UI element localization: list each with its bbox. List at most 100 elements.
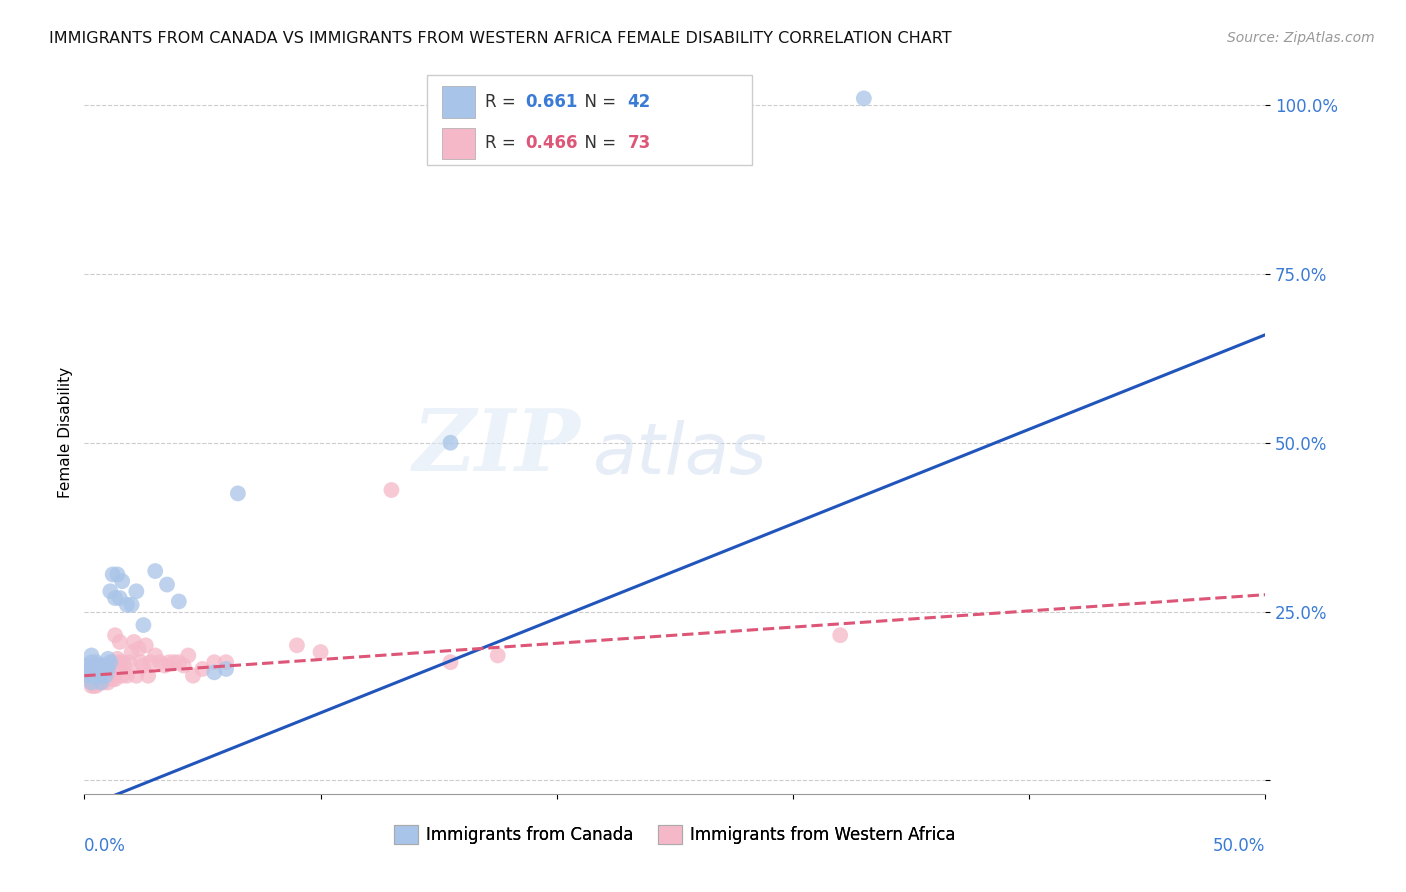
Point — [143, 648, 166, 663]
Legend: Immigrants from Canada, Immigrants from Western Africa: Immigrants from Canada, Immigrants from … — [388, 818, 962, 851]
Point — [135, 638, 157, 652]
Point — [98, 655, 121, 669]
Point — [202, 655, 225, 669]
Point — [107, 567, 129, 582]
Point — [77, 669, 100, 683]
Point — [91, 658, 114, 673]
Point — [83, 665, 105, 680]
Point — [125, 669, 148, 683]
Point — [111, 669, 134, 683]
Point — [98, 669, 121, 683]
Point — [87, 658, 110, 673]
Text: N =: N = — [575, 135, 621, 153]
Point — [101, 655, 124, 669]
Point — [84, 679, 107, 693]
Point — [91, 665, 114, 680]
Point — [104, 591, 127, 605]
Point — [157, 655, 180, 669]
Point — [90, 669, 112, 683]
Point — [136, 669, 159, 683]
Y-axis label: Female Disability: Female Disability — [58, 367, 73, 499]
Point — [167, 655, 190, 669]
Point — [97, 669, 120, 683]
Point — [111, 655, 134, 669]
Point — [830, 628, 852, 642]
Point — [177, 648, 200, 663]
Point — [98, 662, 121, 676]
Point — [97, 652, 120, 666]
Point — [439, 655, 461, 669]
Point — [309, 645, 332, 659]
Point — [87, 669, 110, 683]
Point — [153, 658, 176, 673]
Point — [101, 567, 124, 582]
Point — [115, 598, 138, 612]
Point — [90, 675, 112, 690]
Point — [439, 435, 461, 450]
Point — [76, 662, 98, 676]
Point — [108, 635, 131, 649]
Text: atlas: atlas — [592, 420, 766, 489]
Point — [83, 669, 105, 683]
Point — [76, 658, 98, 673]
Point — [111, 574, 134, 589]
Point — [77, 669, 100, 683]
Point — [84, 665, 107, 680]
Text: 0.466: 0.466 — [524, 135, 578, 153]
Point — [80, 679, 103, 693]
Point — [149, 655, 172, 669]
Point — [139, 655, 162, 669]
Point — [132, 618, 155, 632]
Point — [107, 652, 129, 666]
Point — [108, 591, 131, 605]
Point — [84, 669, 107, 683]
Text: ZIP: ZIP — [412, 405, 581, 489]
Point — [97, 662, 120, 676]
Point — [118, 655, 141, 669]
Point — [125, 584, 148, 599]
Point — [191, 662, 214, 676]
Point — [115, 669, 138, 683]
Point — [94, 669, 117, 683]
Point — [90, 675, 112, 690]
Point — [84, 675, 107, 690]
Text: IMMIGRANTS FROM CANADA VS IMMIGRANTS FROM WESTERN AFRICA FEMALE DISABILITY CORRE: IMMIGRANTS FROM CANADA VS IMMIGRANTS FRO… — [49, 31, 952, 46]
Point — [91, 665, 114, 680]
Point — [84, 665, 107, 680]
Point — [84, 658, 107, 673]
Point — [97, 658, 120, 673]
Point — [114, 658, 136, 673]
Point — [181, 669, 204, 683]
Point — [83, 679, 105, 693]
Point — [98, 584, 121, 599]
Point — [77, 662, 100, 676]
Point — [87, 665, 110, 680]
Text: 50.0%: 50.0% — [1213, 838, 1265, 855]
Point — [108, 655, 131, 669]
Text: N =: N = — [575, 93, 621, 111]
Point — [486, 648, 509, 663]
Point — [101, 672, 124, 686]
Point — [90, 669, 112, 683]
Point — [97, 675, 120, 690]
Point — [104, 672, 127, 686]
Point — [128, 641, 150, 656]
Point — [852, 91, 875, 105]
FancyBboxPatch shape — [443, 86, 475, 118]
Point — [76, 665, 98, 680]
FancyBboxPatch shape — [427, 75, 752, 165]
Point — [80, 655, 103, 669]
Point — [91, 675, 114, 690]
Point — [121, 598, 143, 612]
Point — [121, 645, 143, 659]
Point — [83, 662, 105, 676]
FancyBboxPatch shape — [443, 128, 475, 159]
Point — [104, 628, 127, 642]
Point — [215, 655, 238, 669]
Point — [94, 658, 117, 673]
Point — [143, 564, 166, 578]
Point — [90, 658, 112, 673]
Point — [380, 483, 402, 497]
Point — [77, 672, 100, 686]
Point — [226, 486, 249, 500]
